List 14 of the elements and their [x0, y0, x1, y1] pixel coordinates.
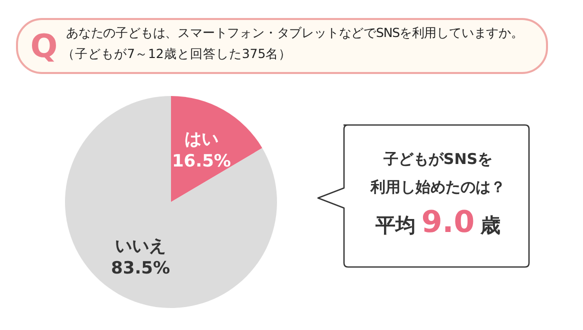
slice-label: いいえ [115, 236, 166, 256]
text: 9.0 [421, 205, 475, 240]
text: 子どもがSNSを [382, 149, 494, 170]
slice-label: はい [184, 130, 218, 150]
data-label: 83.5% [111, 258, 170, 278]
chart-title: あなたの子どもは、スマートフォン・タブレットなどでSNSを利用していますか。 [66, 25, 524, 42]
chart-subtitle: （子どもが7～12歳と回答した375名） [62, 46, 292, 63]
text: 平均 [375, 212, 416, 239]
text: 歳 [480, 212, 501, 239]
text: Q [30, 27, 58, 65]
data-label: 16.5% [172, 152, 231, 172]
pie-slice [65, 96, 277, 308]
text: 利用し始めたのは？ [369, 177, 506, 198]
pie-slice [171, 96, 262, 202]
